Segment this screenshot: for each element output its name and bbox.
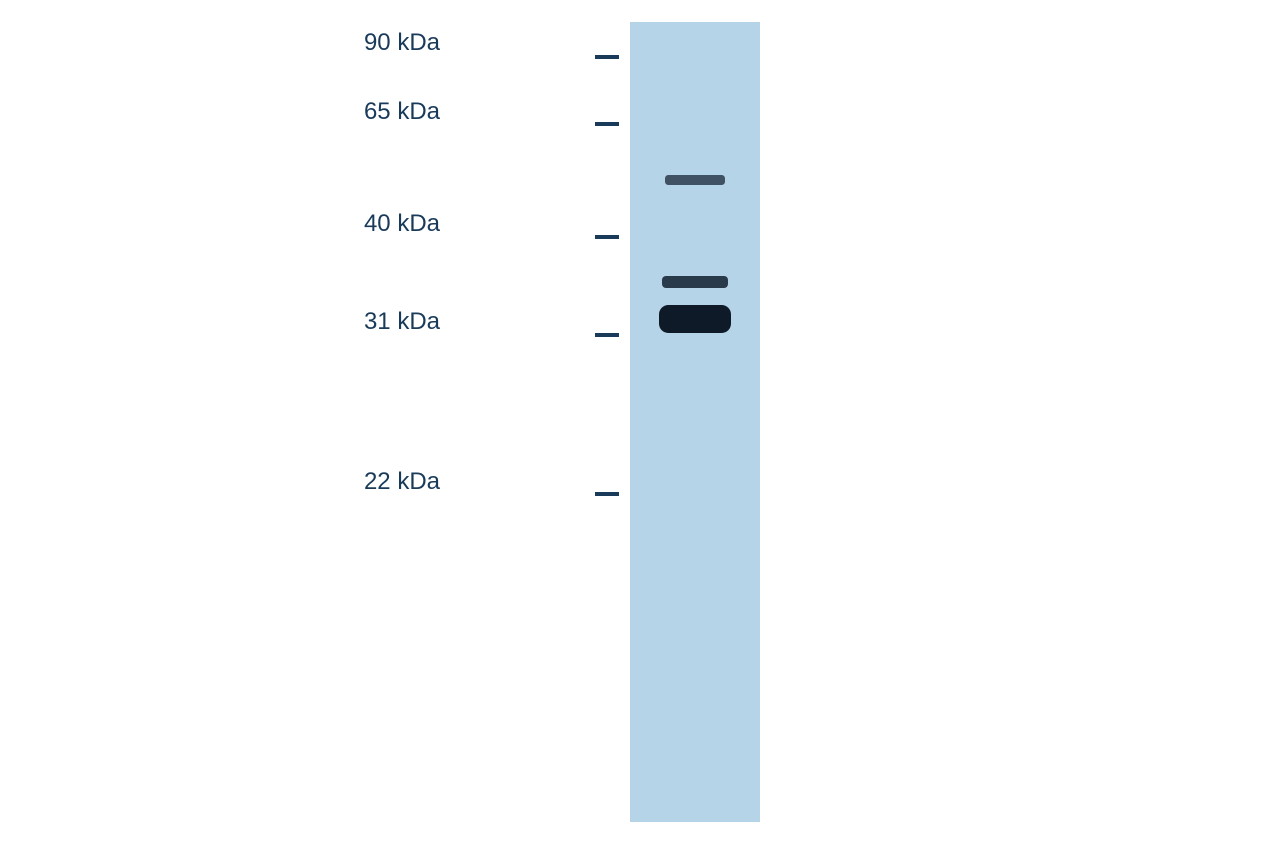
marker-tick [595,235,619,239]
blot-band [659,305,731,333]
marker-tick [595,333,619,337]
marker-tick [595,122,619,126]
marker-label: 31 kDa [290,308,440,336]
blot-lane [630,22,760,822]
western-blot-figure: 90 kDa 65 kDa 40 kDa 31 kDa 22 kDa [0,0,1280,853]
marker-tick [595,55,619,59]
blot-band [665,175,725,185]
marker-tick [595,492,619,496]
marker-label: 65 kDa [290,98,440,126]
marker-label: 22 kDa [290,468,440,496]
marker-label: 40 kDa [290,210,440,238]
blot-band [662,276,728,288]
marker-label: 90 kDa [290,29,440,57]
